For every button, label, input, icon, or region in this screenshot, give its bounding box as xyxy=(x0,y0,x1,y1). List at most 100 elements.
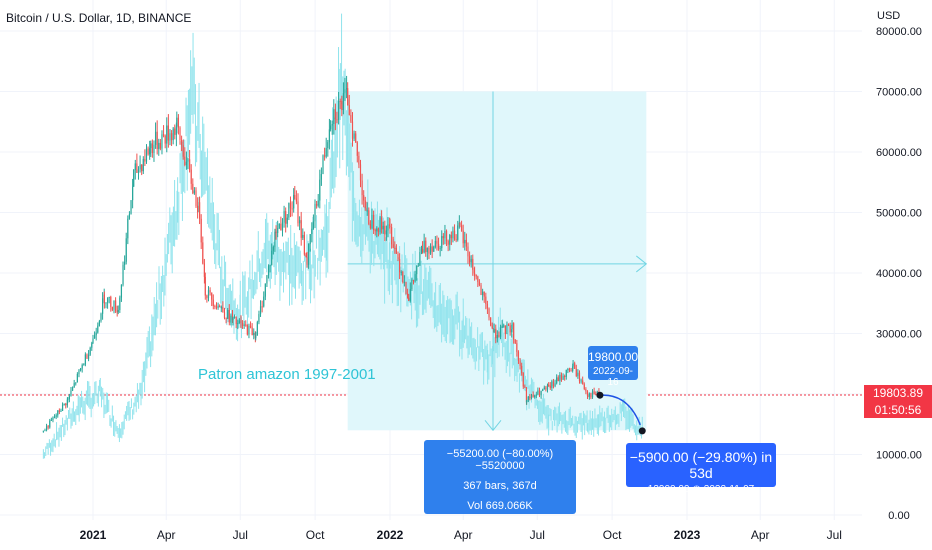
candle-body xyxy=(359,164,362,181)
clock-icon: ◷ xyxy=(692,484,702,495)
projection-arrow[interactable] xyxy=(596,391,646,435)
candle-body xyxy=(350,114,352,122)
candle-body xyxy=(151,143,153,154)
candle-body xyxy=(420,248,423,253)
candle-body xyxy=(166,125,168,144)
candle-body xyxy=(272,247,274,251)
candle-body xyxy=(407,293,409,298)
candle-body xyxy=(308,244,310,265)
candle-body xyxy=(124,261,126,265)
candle-body xyxy=(61,404,64,411)
candle-body xyxy=(394,247,396,249)
candle-body xyxy=(403,281,405,283)
time-axis[interactable]: 2021 Apr Jul Oct 2022 Apr Jul Oct 2023 Apr Jul xyxy=(80,528,842,542)
candle-body xyxy=(506,324,508,335)
candle-body xyxy=(52,417,54,420)
measure-volume: Vol 669.066K xyxy=(467,500,533,512)
candle-body xyxy=(586,391,589,396)
candle-body xyxy=(324,155,326,157)
candle-body xyxy=(590,393,592,398)
candle-body xyxy=(87,354,90,359)
candle-body xyxy=(498,335,500,337)
x-tick-label: Apr xyxy=(751,528,770,542)
candle-body xyxy=(525,387,528,403)
candle-body xyxy=(169,133,171,141)
candle-body xyxy=(215,306,218,308)
candle-body xyxy=(485,296,487,304)
candle-body xyxy=(385,230,388,235)
candle-body xyxy=(353,133,355,139)
candle-body xyxy=(306,256,308,265)
measure-arrow-right xyxy=(636,255,648,273)
candle-body xyxy=(280,223,282,231)
point-date: 2022-09-16 xyxy=(592,366,634,388)
price-axis[interactable]: 80000.00 70000.00 60000.00 50000.00 40000.00… xyxy=(876,26,922,522)
candle-body xyxy=(511,323,513,330)
candle-body xyxy=(474,273,476,275)
candle-body xyxy=(53,416,56,418)
candle-body xyxy=(319,179,321,201)
candle-body xyxy=(309,234,311,245)
candle-body xyxy=(223,312,226,318)
candle-body xyxy=(575,368,577,376)
candle-body xyxy=(277,228,279,234)
candle-body xyxy=(399,259,401,273)
candle-body xyxy=(519,360,521,366)
candle-body xyxy=(60,410,62,412)
candle-body xyxy=(499,327,502,337)
candle-body xyxy=(347,88,349,106)
candle-body xyxy=(206,295,208,299)
candle-body xyxy=(371,214,373,229)
candle-body xyxy=(220,307,222,309)
candle-body xyxy=(565,369,567,377)
candle-body xyxy=(147,148,149,155)
candle-body xyxy=(328,129,331,143)
candle-body xyxy=(338,100,340,120)
candle-body xyxy=(537,390,539,395)
candle-body xyxy=(395,247,397,254)
candle-body xyxy=(376,228,378,232)
candle-body xyxy=(583,384,585,390)
candle-body xyxy=(246,325,248,335)
candle-body xyxy=(344,89,346,94)
candle-body xyxy=(193,190,196,194)
candle-body xyxy=(145,148,148,162)
candle-body xyxy=(414,274,416,282)
candle-body xyxy=(286,217,288,224)
candle-body xyxy=(75,382,77,384)
candle-body xyxy=(458,222,460,226)
candle-body xyxy=(417,265,419,267)
candle-body xyxy=(141,164,143,172)
candle-body xyxy=(429,246,432,254)
candle-body xyxy=(482,291,484,295)
candle-body xyxy=(98,321,100,326)
candle-body xyxy=(363,195,365,201)
candle-body xyxy=(325,148,327,157)
last-price-badge: 19803.89 xyxy=(864,385,932,402)
candle-body xyxy=(162,134,165,136)
countdown-badge: 01:50:56 xyxy=(864,402,932,418)
candle-body xyxy=(434,240,436,247)
candle-body xyxy=(356,142,358,156)
candle-body xyxy=(187,159,189,162)
candle-body xyxy=(551,381,553,388)
candle-body xyxy=(450,234,452,239)
candle-body xyxy=(144,158,146,162)
candle-body xyxy=(184,156,186,166)
candle-body xyxy=(249,325,252,328)
measure-arrow-down xyxy=(484,419,502,432)
y-tick-label: 70000.00 xyxy=(876,87,922,99)
candle-body xyxy=(302,234,304,238)
candle-body xyxy=(513,323,515,340)
candle-body xyxy=(233,316,236,318)
candle-body xyxy=(68,395,70,399)
candle-body xyxy=(117,309,119,313)
x-tick-label: Jul xyxy=(530,528,545,542)
candle-body xyxy=(127,218,129,239)
candle-body xyxy=(453,230,456,240)
projection-target: 13900.00 ◷ 2022-11-07 xyxy=(626,484,776,495)
candle-body xyxy=(549,385,551,388)
candle-body xyxy=(73,383,75,388)
candle-body xyxy=(130,200,132,215)
candle-body xyxy=(455,239,457,241)
